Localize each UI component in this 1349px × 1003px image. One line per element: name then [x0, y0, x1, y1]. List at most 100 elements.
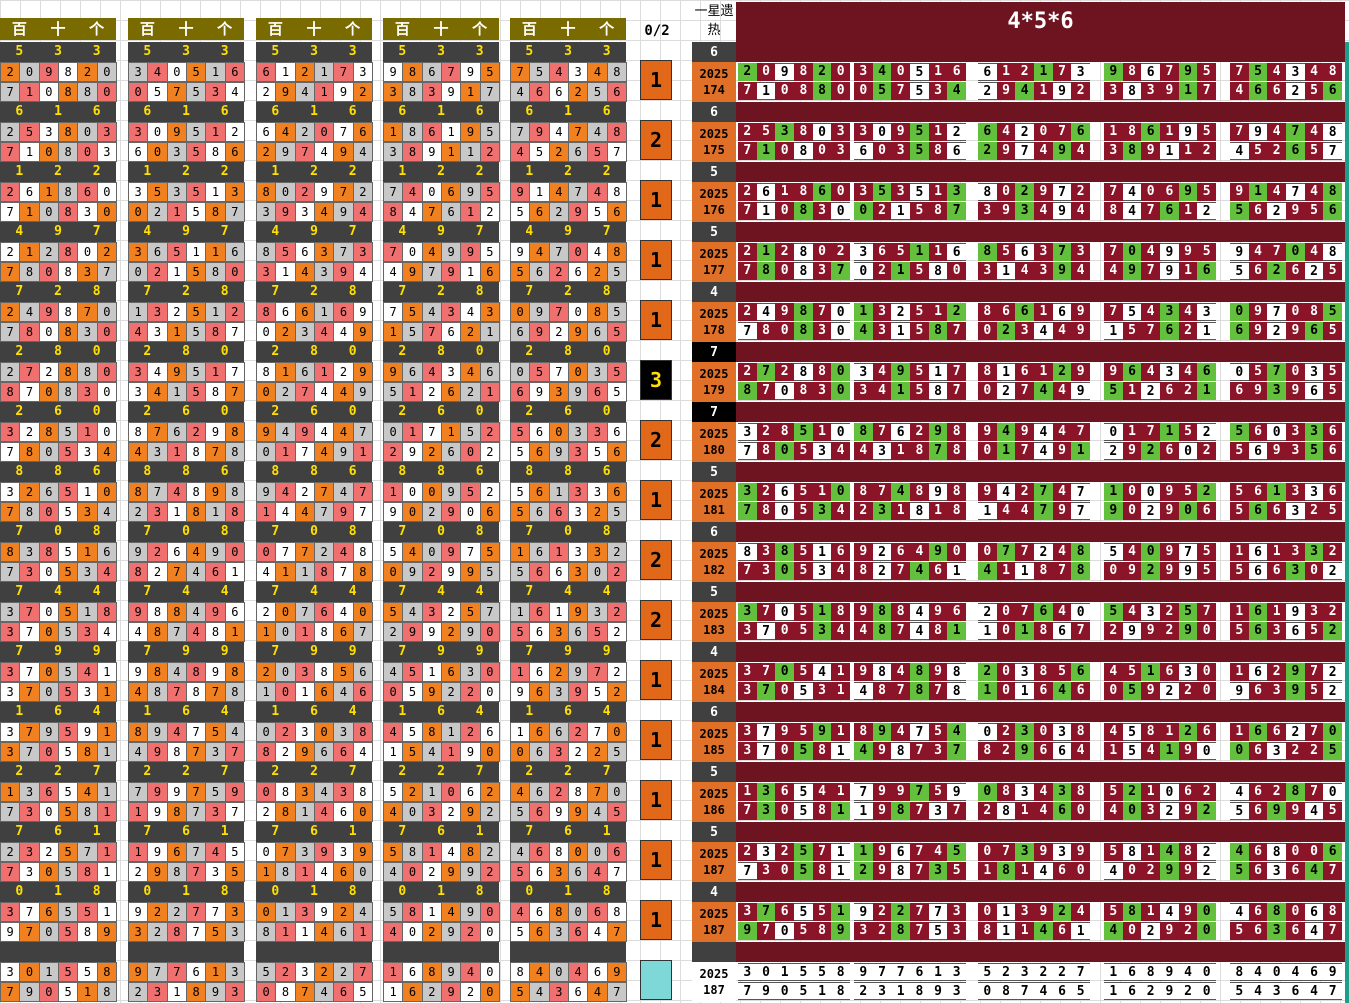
digit-cell[interactable]: 6 — [529, 542, 550, 562]
digit-cell[interactable]: 0 — [479, 982, 500, 1002]
digit-cell[interactable]: 5 — [587, 442, 608, 462]
digit-cell[interactable]: 5 — [587, 202, 608, 222]
digit-cell[interactable]: 6 — [529, 922, 550, 942]
digit-cell[interactable]: 8 — [256, 182, 277, 202]
digit-cell[interactable]: 6 — [567, 922, 589, 942]
digit-cell[interactable]: 8 — [224, 682, 245, 702]
digit-cell[interactable]: 0 — [224, 262, 245, 282]
digit-cell[interactable]: 8 — [313, 622, 335, 642]
digit-cell[interactable]: 7 — [0, 202, 21, 222]
digit-cell[interactable]: 7 — [19, 662, 40, 682]
digit-cell[interactable]: 1 — [275, 62, 296, 82]
digit-cell[interactable]: 8 — [19, 262, 40, 282]
digit-cell[interactable]: 0 — [96, 322, 117, 342]
digit-cell[interactable]: 1 — [205, 62, 226, 82]
digit-cell[interactable]: 4 — [313, 382, 335, 402]
digit-cell[interactable]: 5 — [57, 742, 79, 762]
digit-cell[interactable]: 2 — [421, 502, 442, 522]
digit-cell[interactable]: 0 — [402, 862, 423, 882]
digit-cell[interactable]: 0 — [256, 842, 277, 862]
digit-cell[interactable]: 0 — [38, 622, 59, 642]
digit-cell[interactable]: 5 — [460, 422, 481, 442]
digit-cell[interactable]: 4 — [166, 482, 187, 502]
digit-cell[interactable]: 6 — [479, 262, 500, 282]
digit-cell[interactable]: 7 — [421, 422, 442, 442]
digit-cell[interactable]: 1 — [479, 382, 500, 402]
digit-cell[interactable]: 1 — [205, 122, 226, 142]
digit-cell[interactable]: 0 — [96, 182, 117, 202]
digit-cell[interactable]: 1 — [548, 602, 569, 622]
digit-cell[interactable]: 2 — [294, 62, 315, 82]
digit-cell[interactable]: 0 — [479, 622, 500, 642]
digit-cell[interactable]: 8 — [256, 742, 277, 762]
digit-cell[interactable]: 7 — [333, 562, 354, 582]
digit-cell[interactable]: 8 — [19, 502, 40, 522]
digit-cell[interactable]: 0 — [352, 862, 373, 882]
digit-cell[interactable]: 0 — [479, 662, 500, 682]
digit-cell[interactable]: 9 — [460, 182, 481, 202]
digit-cell[interactable]: 8 — [185, 682, 207, 702]
digit-cell[interactable]: 6 — [77, 182, 98, 202]
digit-cell[interactable]: 4 — [294, 502, 315, 522]
digit-cell[interactable]: 7 — [185, 902, 207, 922]
digit-cell[interactable]: 9 — [567, 682, 589, 702]
digit-cell[interactable]: 0 — [38, 442, 59, 462]
digit-cell[interactable]: 0 — [421, 482, 442, 502]
digit-cell[interactable]: 3 — [383, 82, 404, 102]
digit-cell[interactable]: 5 — [510, 262, 531, 282]
digit-cell[interactable]: 5 — [57, 662, 79, 682]
digit-cell[interactable]: 9 — [333, 202, 354, 222]
digit-cell[interactable]: 4 — [460, 302, 481, 322]
digit-cell[interactable]: 4 — [185, 622, 207, 642]
digit-cell[interactable]: 9 — [313, 842, 335, 862]
digit-cell[interactable]: 6 — [529, 442, 550, 462]
digit-cell[interactable]: 3 — [421, 82, 442, 102]
digit-cell[interactable]: 6 — [460, 782, 481, 802]
digit-cell[interactable]: 5 — [57, 422, 79, 442]
digit-cell[interactable]: 2 — [256, 602, 277, 622]
digit-cell[interactable]: 3 — [77, 502, 98, 522]
digit-cell[interactable]: 4 — [96, 562, 117, 582]
digit-cell[interactable]: 4 — [256, 562, 277, 582]
digit-cell[interactable]: 5 — [606, 322, 627, 342]
digit-cell[interactable]: 4 — [440, 902, 462, 922]
digit-cell[interactable]: 1 — [205, 182, 226, 202]
digit-cell[interactable]: 8 — [166, 922, 187, 942]
digit-cell[interactable]: 8 — [352, 562, 373, 582]
digit-cell[interactable]: 9 — [128, 602, 149, 622]
digit-cell[interactable]: 9 — [147, 782, 168, 802]
digit-cell[interactable]: 2 — [440, 682, 462, 702]
digit-cell[interactable]: 4 — [275, 122, 296, 142]
digit-cell[interactable]: 3 — [166, 182, 187, 202]
digit-cell[interactable]: 9 — [147, 802, 168, 822]
digit-cell[interactable]: 8 — [57, 82, 79, 102]
digit-cell[interactable]: 1 — [402, 422, 423, 442]
digit-cell[interactable]: 7 — [147, 482, 168, 502]
digit-cell[interactable]: 7 — [205, 902, 226, 922]
digit-cell[interactable]: 7 — [0, 442, 21, 462]
digit-cell[interactable]: 8 — [57, 202, 79, 222]
digit-cell[interactable]: 0 — [587, 562, 608, 582]
digit-cell[interactable]: 4 — [333, 322, 354, 342]
digit-cell[interactable]: 8 — [57, 382, 79, 402]
digit-cell[interactable]: 2 — [294, 122, 315, 142]
digit-cell[interactable]: 0 — [383, 422, 404, 442]
digit-cell[interactable]: 3 — [548, 922, 569, 942]
digit-cell[interactable]: 6 — [19, 182, 40, 202]
digit-cell[interactable]: 3 — [0, 742, 21, 762]
digit-cell[interactable]: 6 — [440, 202, 462, 222]
digit-cell[interactable]: 8 — [352, 782, 373, 802]
